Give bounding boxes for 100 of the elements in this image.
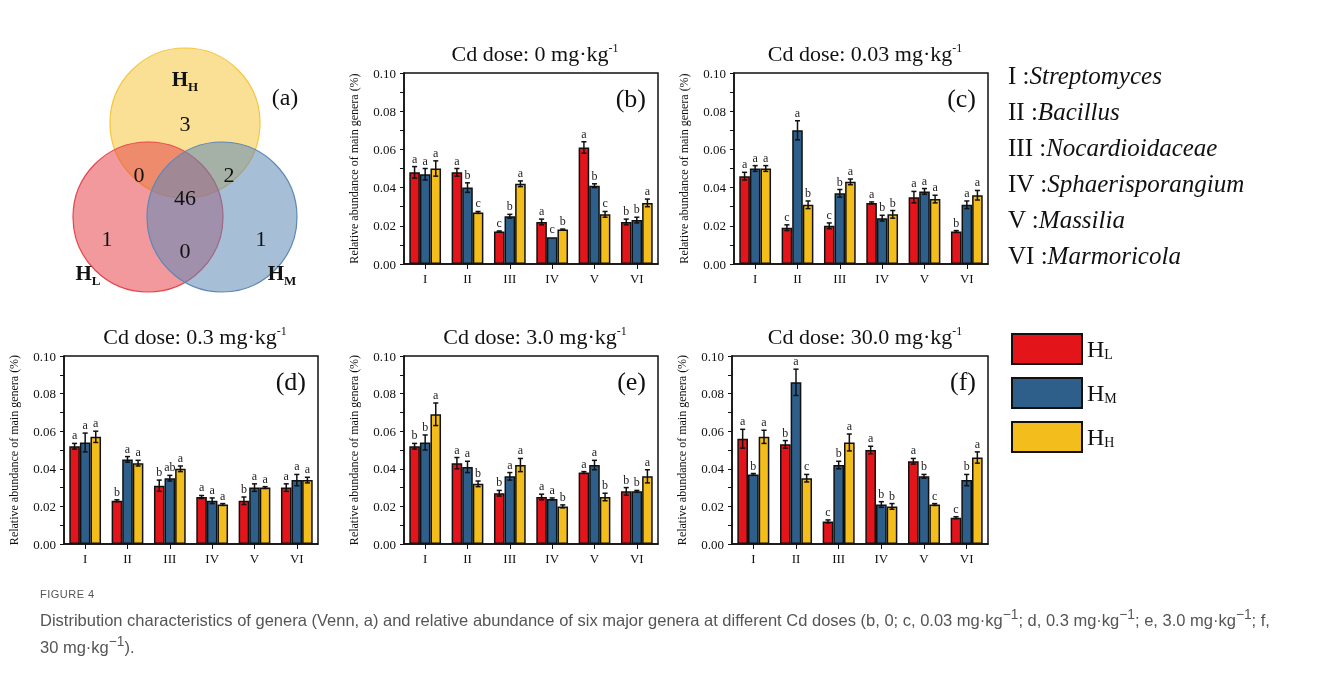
data-label: a: [793, 354, 800, 369]
x-tick-label: VI: [629, 551, 644, 566]
text: (a): [271, 84, 299, 110]
y-tick-label: 0.10: [701, 348, 724, 364]
data-label: b: [889, 488, 895, 503]
data-label: a: [644, 454, 651, 469]
y-tick-label: 0.06: [33, 423, 57, 439]
data-label: c: [826, 207, 832, 222]
legend-label: HM: [1087, 380, 1118, 406]
x-tick-label: II: [123, 551, 132, 566]
y-tick-label: 0.06: [701, 423, 725, 439]
data-label: a: [198, 480, 205, 495]
data-label: a: [581, 126, 588, 141]
data-label: b: [953, 215, 960, 230]
y-tick-label: 0.04: [703, 180, 727, 196]
y-tick-label: 0.06: [373, 423, 397, 439]
data-label: a: [910, 443, 917, 458]
y-tick-label: 0.00: [701, 536, 724, 552]
data-label: a: [464, 446, 471, 461]
text: 0: [179, 237, 191, 263]
data-label: a: [251, 468, 258, 483]
data-label: a: [93, 416, 100, 431]
x-tick-label: II: [793, 271, 802, 286]
x-tick-label: V: [589, 551, 600, 566]
data-label: b: [623, 204, 630, 219]
data-label: b: [835, 446, 842, 461]
data-label: a: [846, 419, 853, 434]
text: 3: [179, 110, 191, 136]
y-tick-label: 0.02: [373, 498, 396, 514]
y-tick-label: 0.02: [33, 498, 56, 514]
x-tick-label: III: [163, 551, 177, 566]
x-tick-label: V: [589, 271, 600, 286]
text: H$_{M}$: [267, 261, 297, 288]
data-label: a: [71, 428, 78, 443]
y-tick-label: 0.02: [703, 218, 726, 234]
text: II :Bacillus: [1008, 98, 1120, 125]
data-label: b: [963, 459, 970, 474]
y-tick-label: 0.02: [373, 218, 396, 234]
text: Distribution characteristics of genera (Venn, a) and relative abundance of six major genera at different Cd doses (b, 0; c, 0.03 mg·kg$^{−1}$; d, 0.3 mg·kg$^{−1}$; e, 3.0 mg·kg$^{−1}$; f, 30 mg·kg$^{−1}$).: [40, 607, 1270, 655]
data-label: c: [825, 504, 831, 519]
data-label: b: [623, 472, 630, 487]
data-label: c: [932, 488, 938, 503]
data-label: b: [506, 199, 513, 214]
data-label: a: [921, 173, 928, 188]
y-tick-label: 0.06: [373, 141, 397, 157]
data-label: a: [974, 436, 981, 451]
data-label: b: [633, 475, 640, 490]
y-tick-label: 0.10: [373, 348, 396, 364]
data-label: a: [911, 176, 918, 191]
data-label: b: [921, 459, 927, 474]
data-label: a: [538, 204, 545, 219]
annotation: (c): [947, 83, 976, 113]
y-tick-label: 0.08: [373, 103, 396, 119]
y-tick-label: 0.08: [703, 103, 726, 119]
data-label: a: [581, 456, 588, 471]
data-label: b: [559, 214, 566, 229]
x-tick-label: III: [503, 271, 517, 286]
x-tick-label: II: [791, 551, 801, 566]
y-axis-title: Relative abundance of main genera (%): [677, 73, 691, 264]
data-label: a: [433, 388, 440, 402]
y-tick-label: 0.00: [373, 256, 396, 272]
x-tick-label: V: [249, 551, 260, 566]
y-tick-label: 0.06: [703, 141, 727, 157]
data-label: b: [878, 486, 885, 501]
data-label: a: [752, 150, 759, 165]
x-tick-label: IV: [874, 551, 889, 566]
y-tick-label: 0.00: [33, 536, 56, 552]
text: 0: [133, 161, 145, 187]
data-label: b: [559, 489, 566, 504]
data-label: a: [974, 175, 981, 190]
data-label: a: [283, 468, 290, 483]
y-tick-label: 0.10: [703, 65, 726, 81]
data-label: c: [602, 196, 608, 211]
data-label: a: [549, 482, 556, 497]
data-label: a: [209, 482, 216, 497]
y-axis-title: Relative abundance of main genera (%): [347, 73, 361, 264]
data-label: b: [805, 185, 812, 200]
data-label: c: [784, 209, 790, 224]
x-tick-label: IV: [545, 551, 560, 566]
data-label: a: [507, 457, 514, 472]
x-tick-label: I: [752, 271, 758, 286]
x-tick-label: VI: [959, 271, 974, 286]
x-tick-label: III: [503, 551, 517, 566]
x-tick-label: I: [82, 551, 88, 566]
data-label: b: [602, 478, 609, 493]
text: H$_{L}$: [75, 261, 101, 288]
text: III :Nocardioidaceae: [1008, 134, 1218, 161]
data-label: a: [538, 479, 545, 494]
y-tick-label: 0.08: [33, 386, 56, 402]
y-tick-label: 0.04: [33, 461, 57, 477]
x-tick-label: III: [833, 271, 847, 286]
data-label: b: [496, 475, 503, 490]
data-label: a: [517, 443, 524, 458]
data-label: b: [422, 419, 429, 434]
data-label: a: [847, 164, 854, 179]
data-label: a: [868, 186, 875, 201]
data-label: a: [177, 450, 184, 465]
annotation: (b): [615, 83, 647, 113]
data-label: a: [294, 459, 301, 474]
legend-label: HH: [1087, 424, 1115, 450]
